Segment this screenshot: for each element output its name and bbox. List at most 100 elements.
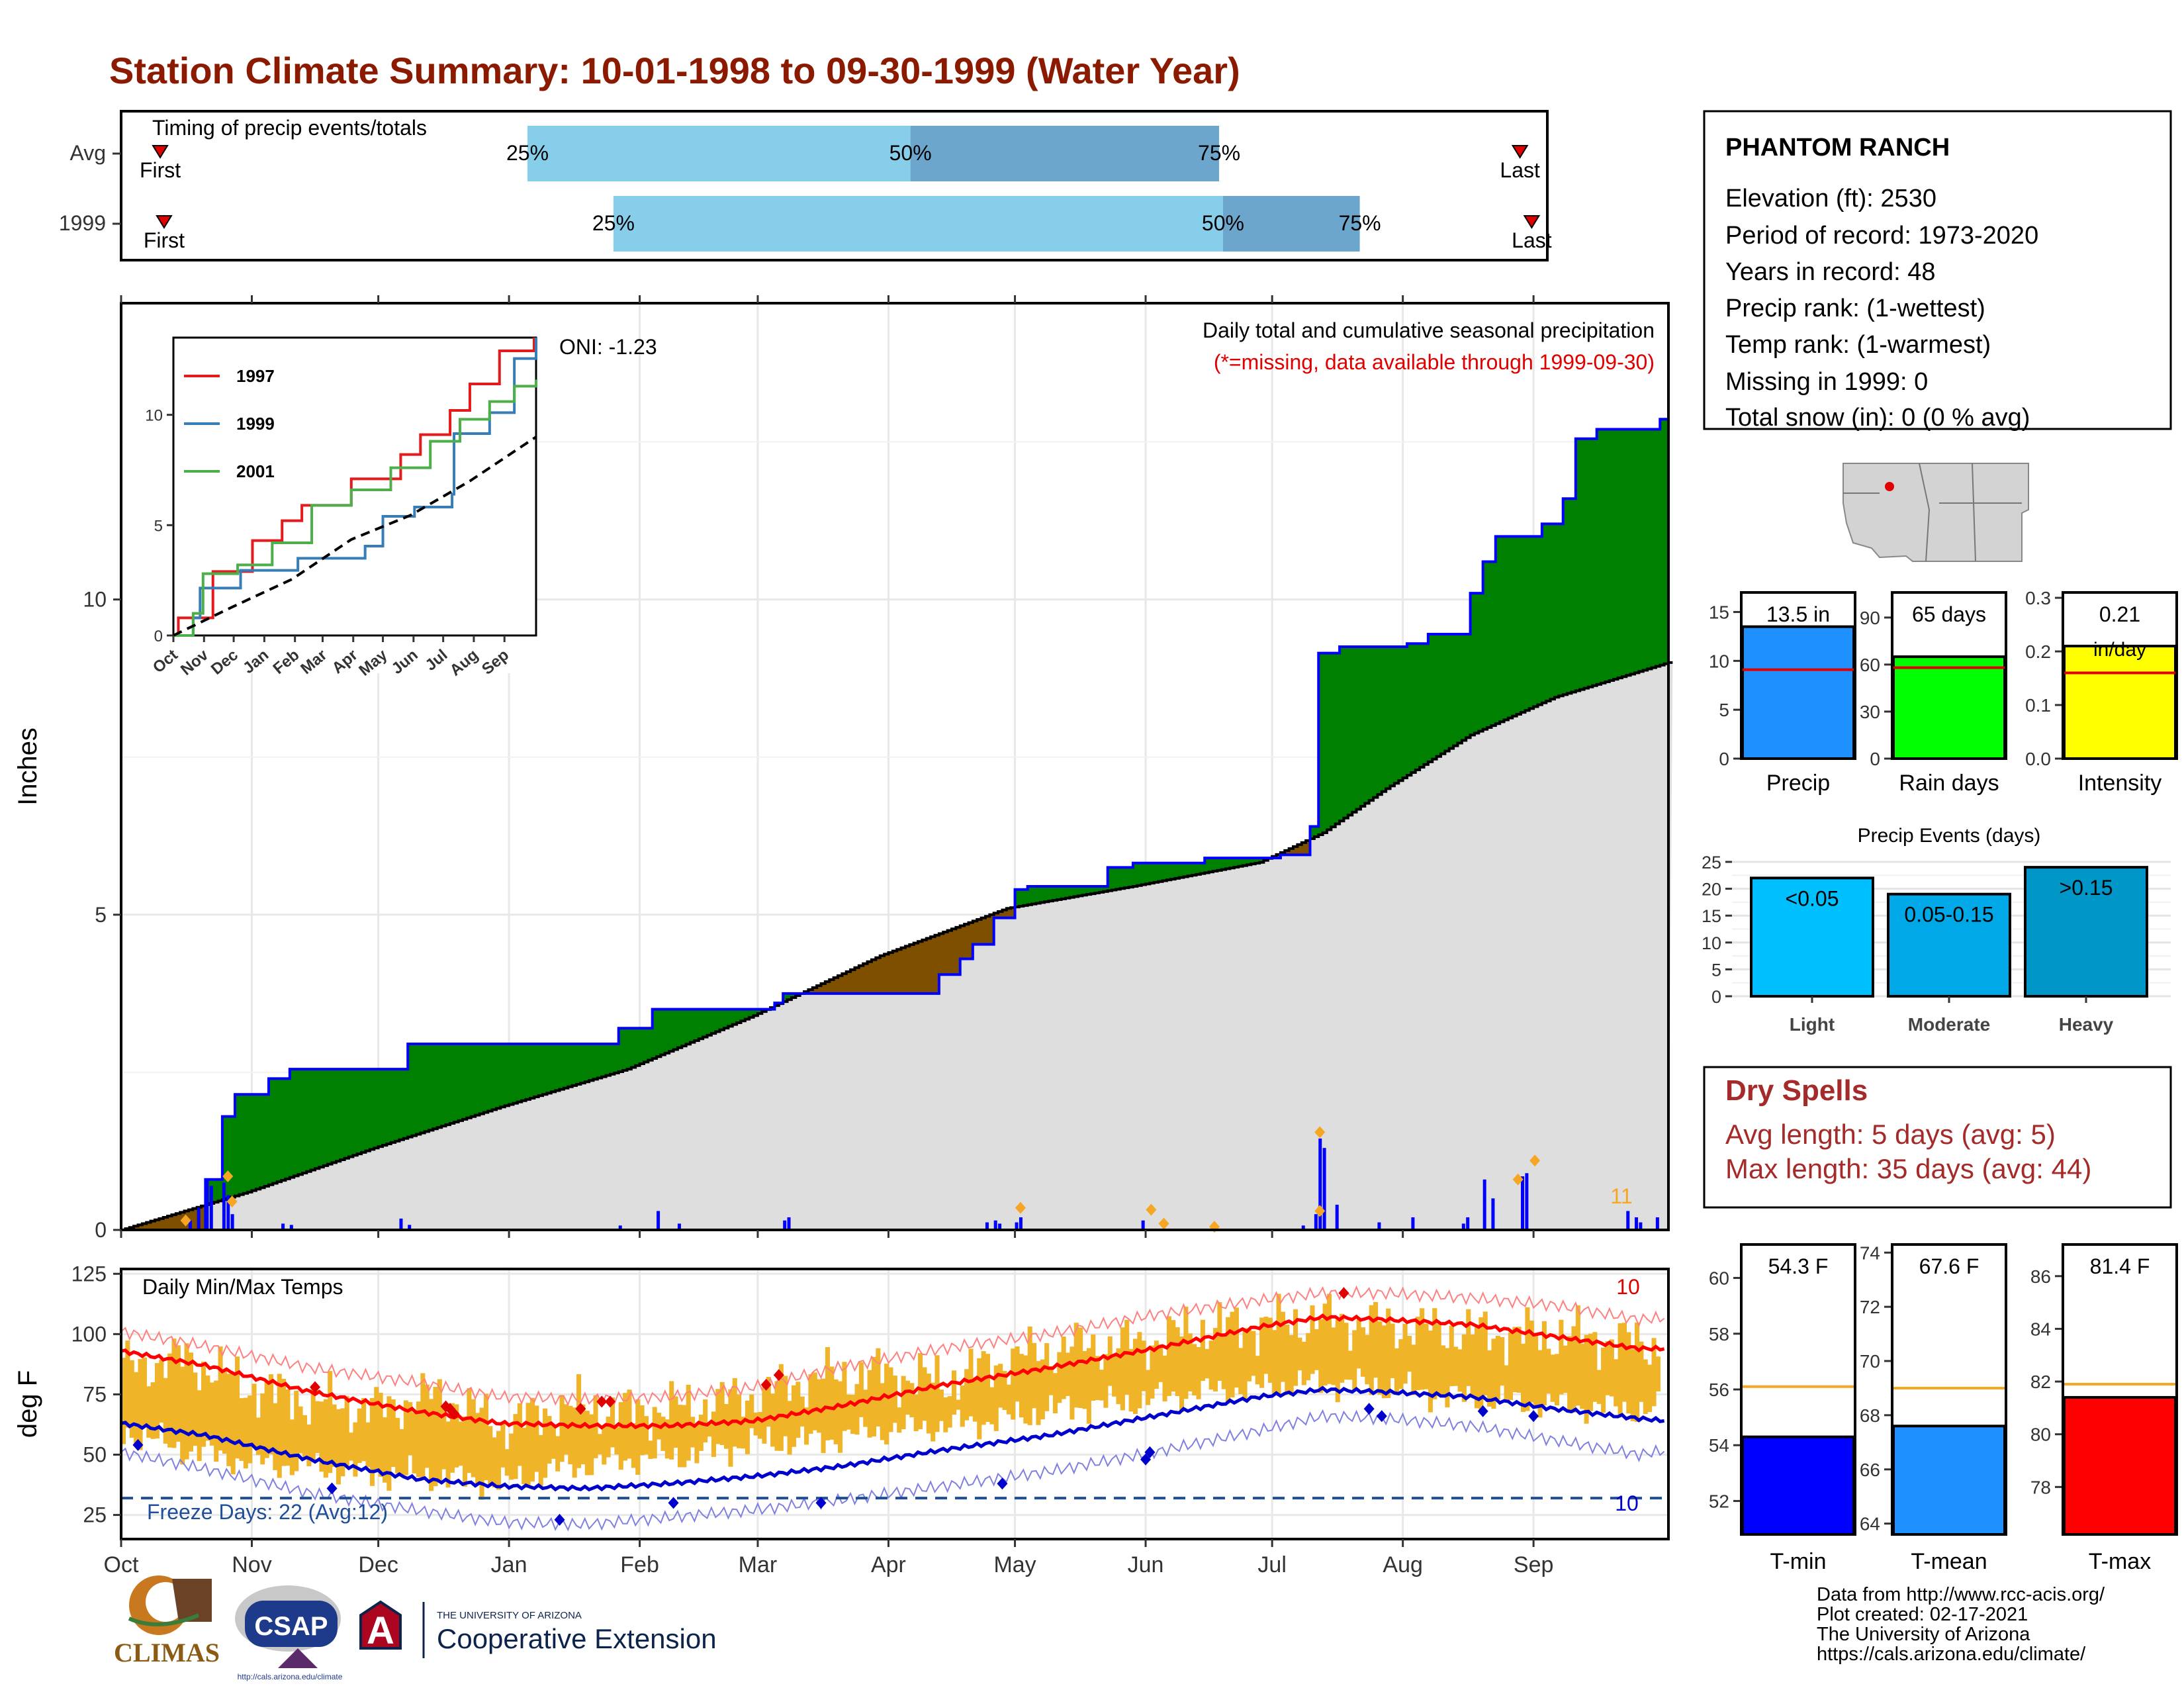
precip-surplus-area <box>1500 536 1505 722</box>
daily-temp-bar <box>1267 1317 1273 1383</box>
daily-temp-bar <box>677 1405 682 1468</box>
daily-temp-bar <box>584 1411 590 1476</box>
daily-temp-bar <box>1078 1327 1083 1409</box>
daily-temp-bar <box>349 1432 354 1461</box>
daily-temp-bar <box>538 1434 543 1486</box>
precip-marker <box>180 1214 191 1227</box>
y-tick-label: 50 <box>83 1443 107 1467</box>
daily-temp-bar <box>1420 1308 1425 1390</box>
precip-surplus-area <box>559 1044 565 1090</box>
precip-marker <box>1314 1205 1326 1217</box>
summary-value-label: 81.4 F <box>2090 1254 2150 1278</box>
precip-surplus-area <box>1230 858 1235 868</box>
precip-surplus-area <box>315 1069 320 1169</box>
daily-temp-bar <box>1466 1309 1471 1386</box>
precip-surplus-area <box>1091 886 1096 894</box>
precip-deficit-area <box>938 933 944 975</box>
daily-precip-bar <box>1019 1217 1023 1230</box>
precip-surplus-area <box>1440 634 1445 754</box>
daily-precip-bar <box>1377 1222 1381 1230</box>
timing-bar-50-75 <box>1222 196 1360 252</box>
daily-temp-bar <box>374 1387 379 1472</box>
precip-surplus-area <box>248 1094 253 1192</box>
precip-deficit-area <box>918 941 923 994</box>
daily-temp-bar <box>858 1362 864 1417</box>
precip-deficit-area <box>934 935 940 994</box>
precip-surplus-area <box>1575 438 1580 691</box>
summary-bar <box>1741 625 1855 760</box>
precip-surplus-area <box>458 1044 463 1121</box>
daily-temp-bar <box>471 1399 476 1477</box>
daily-temp-bar <box>395 1417 400 1474</box>
precip-surplus-area <box>522 1044 527 1101</box>
summary-category-label: Precip <box>1766 771 1830 796</box>
daily-temp-bar <box>1146 1370 1151 1405</box>
summary-y-tick-label: 66 <box>1860 1460 1880 1480</box>
precip-surplus-area <box>1132 863 1138 886</box>
daily-temp-bar <box>1537 1350 1543 1418</box>
precip-surplus-area <box>728 1009 733 1027</box>
precip-surplus-area <box>1529 536 1534 709</box>
precip-deficit-area <box>808 989 813 994</box>
precip-deficit-area <box>888 952 893 994</box>
daily-temp-bar <box>1023 1355 1028 1424</box>
daily-temp-bar <box>129 1360 134 1438</box>
x-tick-label: Jul <box>1257 1552 1286 1577</box>
daily-temp-bar <box>1470 1335 1475 1398</box>
precip-surplus-area <box>1086 886 1091 895</box>
daily-precip-bar <box>281 1223 285 1230</box>
precip-surplus-area <box>1432 634 1437 759</box>
precip-surplus-area <box>268 1078 273 1185</box>
precip-surplus-area <box>1360 647 1365 806</box>
daily-temp-bar <box>1428 1331 1433 1413</box>
precip-surplus-area <box>1584 438 1589 688</box>
precip-surplus-area <box>1314 826 1319 837</box>
daily-temp-bar <box>1171 1320 1176 1392</box>
precip-surplus-area <box>1322 653 1328 833</box>
daily-temp-bar <box>1128 1348 1134 1412</box>
precip-deficit-area <box>960 925 965 959</box>
precip-deficit-area <box>167 1216 173 1230</box>
precip-deficit-area <box>867 961 872 994</box>
precip-surplus-area <box>361 1069 367 1152</box>
summary-y-tick-label: 78 <box>2030 1477 2051 1497</box>
daily-temp-bar <box>298 1406 303 1454</box>
observed-cumulative-line <box>121 418 1668 1231</box>
daily-temp-bar <box>534 1405 539 1472</box>
daily-temp-bar <box>749 1394 754 1429</box>
precip-surplus-area <box>1032 886 1037 904</box>
events-bar-label: <0.05 <box>1786 886 1839 910</box>
daily-temp-bar <box>369 1397 375 1486</box>
precip-surplus-area <box>433 1044 438 1129</box>
summary-y-tick-label: 10 <box>1709 651 1729 671</box>
station-line: Years in record: 48 <box>1725 258 1936 286</box>
daily-precip-bar <box>222 1182 226 1230</box>
dry-spells-title: Dry Spells <box>1725 1074 1868 1107</box>
daily-temp-bar <box>1550 1354 1555 1402</box>
x-tick-label: Apr <box>871 1552 906 1577</box>
daily-temp-bar <box>1398 1339 1404 1389</box>
daily-temp-bar <box>770 1393 776 1447</box>
precip-surplus-area <box>749 1009 754 1017</box>
precip-surplus-area <box>1162 863 1167 881</box>
precip-surplus-area <box>1630 429 1635 675</box>
precip-surplus-area <box>652 1009 657 1058</box>
precip-surplus-area <box>509 1044 514 1105</box>
precip-surplus-area <box>416 1044 421 1135</box>
inset-series-line <box>173 436 537 637</box>
precip-surplus-area <box>543 1044 548 1095</box>
daily-temp-bar <box>1187 1333 1193 1391</box>
precip-surplus-area <box>1415 643 1420 770</box>
daily-temp-bar <box>163 1378 168 1444</box>
daily-temp-bar <box>1521 1343 1526 1413</box>
precip-deficit-area <box>163 1217 168 1230</box>
precip-surplus-area <box>753 1009 758 1016</box>
precip-deficit-area <box>193 1208 198 1230</box>
daily-temp-bar <box>669 1381 674 1460</box>
daily-temp-bar <box>1179 1336 1185 1413</box>
daily-temp-bar <box>1461 1334 1467 1402</box>
precip-surplus-area <box>302 1069 307 1173</box>
daily-temp-bar <box>1516 1327 1522 1393</box>
precip-surplus-area <box>1491 561 1496 726</box>
